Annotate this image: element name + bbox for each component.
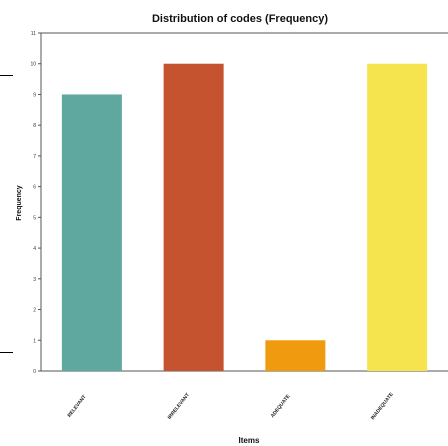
y-tick-label-11: 11 [31, 31, 36, 37]
y-tick-label-7: 7 [33, 154, 36, 160]
y-tick-label-1: 1 [33, 338, 36, 344]
y-axis-label: Frequency [16, 185, 23, 221]
edge-tick-mark-upper [0, 75, 13, 76]
y-tick-label-6: 6 [33, 185, 36, 191]
y-tick-label-2: 2 [33, 308, 36, 314]
bar-irrelevant [163, 63, 224, 372]
x-tick-label-relevant: RELEVANT [67, 394, 88, 419]
chart-title: Distribution of codes (Frequency) [152, 13, 328, 25]
y-tick-label-5: 5 [33, 215, 36, 221]
y-tick-label-8: 8 [33, 123, 36, 129]
x-tick-label-irrelevant: IRRELEVANT [167, 392, 191, 421]
y-tick-label-10: 10 [30, 62, 36, 68]
x-tick-label-adequate: ADEQUATE [270, 393, 292, 419]
bar-relevant [61, 94, 122, 372]
bar-inadequate [367, 63, 428, 372]
y-tick-label-3: 3 [33, 277, 36, 283]
bar-adequate [265, 340, 326, 371]
y-tick-label-4: 4 [33, 246, 36, 252]
edge-tick-mark-lower [0, 352, 13, 353]
x-axis-label: Items [239, 436, 260, 445]
x-tick-label-inadequate: INADEQUATE [370, 391, 395, 421]
y-tick-label-0: 0 [33, 369, 36, 375]
y-tick-label-9: 9 [33, 92, 36, 98]
